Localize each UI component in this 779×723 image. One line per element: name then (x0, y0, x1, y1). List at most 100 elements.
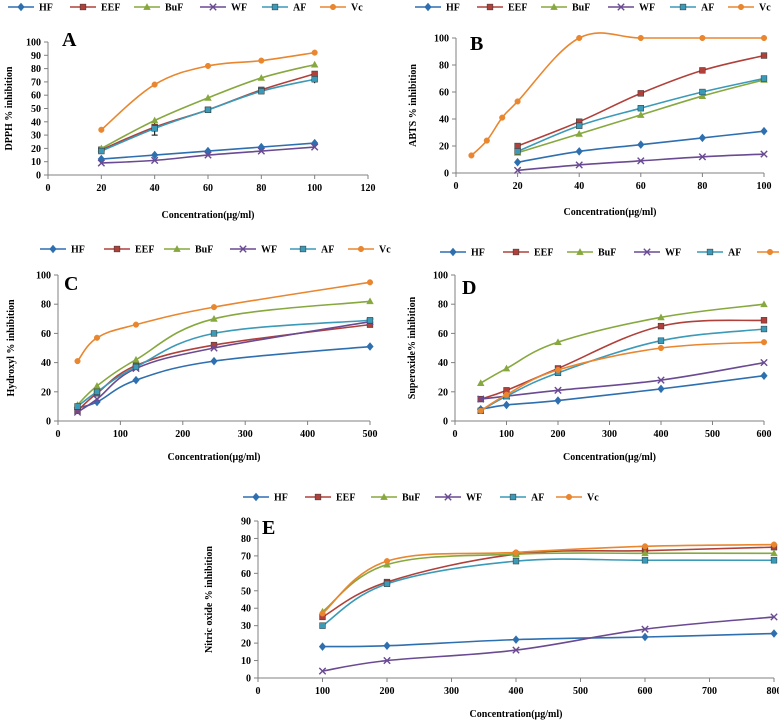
x-tick-label: 400 (654, 429, 669, 440)
y-tick-label: 80 (438, 300, 448, 311)
point-AF (210, 330, 218, 337)
legend-label-BuF: BuF (165, 3, 183, 14)
x-tick-label: 0 (46, 183, 51, 194)
legend-label-EEF: EEF (508, 3, 527, 14)
legend-label-Vc: Vc (379, 245, 391, 256)
point-Vc (503, 391, 510, 398)
y-axis-label: DPPH % inhibition (4, 66, 15, 150)
y-tick-label: 30 (241, 621, 251, 632)
point-AF (657, 337, 665, 344)
point-HF (698, 133, 706, 143)
y-axis-label: ABTS % inhibition (408, 64, 419, 147)
point-AF (514, 148, 521, 155)
point-BuF (770, 549, 778, 557)
legend-marker-AF (271, 3, 279, 11)
point-Vc (93, 334, 101, 341)
y-tick-label: 20 (241, 639, 251, 650)
legend-label-HF: HF (71, 245, 85, 256)
point-Vc (760, 339, 768, 346)
x-tick-label: 300 (444, 686, 459, 697)
point-AF (319, 622, 326, 629)
x-tick-label: 800 (767, 686, 779, 697)
point-BuF (760, 300, 768, 308)
point-Vc (151, 81, 158, 88)
y-tick-label: 20 (41, 387, 51, 398)
x-tick-label: 300 (238, 429, 253, 440)
y-tick-label: 40 (41, 358, 51, 369)
point-HF (502, 400, 511, 410)
x-tick-label: 0 (453, 429, 458, 440)
legend-label-WF: WF (665, 248, 681, 259)
point-AF (383, 580, 391, 587)
series-line-WF (517, 153, 765, 172)
x-axis-label: Concentration(μg/ml) (470, 709, 563, 720)
point-WF (698, 153, 707, 161)
point-Vc (311, 49, 318, 56)
y-tick-label: 0 (443, 417, 448, 428)
y-tick-label: 40 (439, 115, 449, 126)
legend-marker-WF (444, 493, 452, 501)
legend-marker-Vc (737, 3, 745, 11)
point-Vc (483, 137, 490, 144)
y-tick-label: 0 (246, 674, 251, 685)
point-AF (93, 388, 101, 395)
point-Vc (468, 152, 475, 159)
point-AF (641, 557, 649, 564)
series-line-Vc (76, 281, 371, 362)
point-HF (512, 635, 520, 644)
point-HF (554, 396, 562, 405)
panel-letter: B (470, 33, 483, 55)
x-tick-label: 200 (175, 429, 190, 440)
y-tick-label: 100 (26, 38, 41, 49)
x-axis-label: Concentration(μg/ml) (564, 207, 657, 218)
y-axis-label: Nitric oxide % inhibition (204, 546, 215, 653)
y-tick-label: 90 (241, 517, 251, 528)
legend-marker-BuF (143, 3, 151, 10)
point-WF (210, 344, 218, 352)
y-tick-label: 0 (46, 417, 51, 428)
panel-letter: D (462, 277, 476, 299)
point-Vc (657, 344, 665, 352)
x-tick-label: 500 (573, 686, 588, 697)
point-EEF (311, 70, 318, 78)
legend-label-Vc: Vc (587, 493, 599, 504)
x-tick-label: 20 (513, 181, 523, 192)
series-line-HF (77, 345, 371, 409)
series-line-WF (77, 320, 371, 413)
point-BuF (210, 314, 218, 322)
point-WF (760, 150, 768, 158)
point-BuF (575, 130, 583, 137)
point-EEF (637, 90, 644, 97)
point-HF (151, 150, 159, 160)
point-AF (98, 147, 105, 155)
legend-label-EEF: EEF (336, 493, 355, 504)
x-tick-label: 0 (256, 686, 261, 697)
point-HF (637, 140, 645, 149)
legend-label-WF: WF (466, 493, 482, 504)
panel-letter: C (64, 273, 78, 295)
point-BuF (150, 116, 159, 124)
y-tick-label: 20 (439, 142, 449, 153)
point-Vc (514, 98, 521, 105)
legend-label-Vc: Vc (351, 3, 363, 14)
legend-marker-HF (17, 2, 25, 12)
series-line-AF (322, 558, 775, 627)
y-tick-label: 60 (31, 91, 41, 102)
point-WF (257, 147, 266, 155)
x-tick-label: 700 (702, 686, 717, 697)
point-BuF (204, 94, 212, 101)
point-HF (641, 632, 649, 642)
point-AF (311, 76, 318, 83)
y-tick-label: 60 (439, 88, 449, 99)
point-AF (366, 317, 374, 324)
legend-label-WF: WF (231, 3, 247, 14)
legend-marker-EEF (486, 3, 494, 11)
legend-marker-EEF (113, 245, 121, 253)
point-WF (657, 376, 665, 384)
point-EEF (699, 67, 706, 74)
point-Vc (319, 610, 326, 617)
legend-marker-Vc (329, 3, 337, 11)
y-tick-label: 100 (434, 34, 449, 45)
